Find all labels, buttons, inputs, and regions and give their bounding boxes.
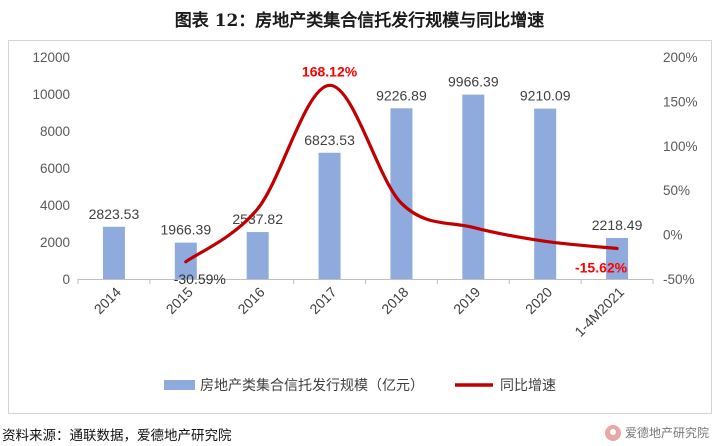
growth-value-label: 168.12% xyxy=(302,63,358,79)
growth-point xyxy=(328,84,331,87)
bar-value-label: 9210.09 xyxy=(520,88,571,104)
y-right-tick-label: 0% xyxy=(663,228,683,243)
y-left-tick-label: 4000 xyxy=(40,198,70,213)
y-right-tick-label: 200% xyxy=(663,50,698,65)
bar xyxy=(390,108,413,279)
chart-frame xyxy=(8,40,712,414)
x-tick-label: 2019 xyxy=(450,284,483,317)
bar xyxy=(318,152,341,279)
x-tick-label: 2014 xyxy=(91,284,124,317)
growth-point xyxy=(543,240,547,243)
chart-title: 图表 12：房地产类集合信托发行规模与同比增速 xyxy=(174,11,545,31)
y-right-tick-label: 50% xyxy=(663,183,690,198)
source-note: 资料来源：通联数据，爱德地产研究院 xyxy=(2,428,232,443)
y-left-tick-label: 6000 xyxy=(40,161,70,176)
x-tick-label: 2016 xyxy=(234,284,267,317)
bar xyxy=(462,94,485,279)
bar-value-label: 9226.89 xyxy=(376,87,427,103)
watermark: 爱德地产研究院 xyxy=(604,424,709,441)
bar-value-label: 2218.49 xyxy=(592,217,643,233)
bar xyxy=(102,226,125,279)
y-right-tick-label: 150% xyxy=(663,94,698,109)
bar-value-label: 6823.53 xyxy=(304,132,355,148)
growth-value-label: -30.59% xyxy=(174,271,226,287)
bar-value-label: 2823.53 xyxy=(89,206,140,222)
chart-svg: 0 2000 4000 6000 8000 10000 12000 -50% 0% 50% 100%… xyxy=(32,50,698,393)
y-right-tick-label: -50% xyxy=(663,272,695,287)
x-tick-label: 2015 xyxy=(163,284,196,317)
legend-bar-label: 房地产类集合信托发行规模（亿元） xyxy=(200,377,424,393)
y-left-tick-label: 10000 xyxy=(32,87,70,102)
y-right-tick-label: 100% xyxy=(663,139,698,154)
watermark-text: 爱德地产研究院 xyxy=(624,426,709,440)
x-tick-label: 2020 xyxy=(522,284,555,317)
bar xyxy=(534,108,557,279)
growth-point xyxy=(472,226,475,229)
y-left-tick-label: 12000 xyxy=(32,50,70,65)
x-tick-label: 2018 xyxy=(378,284,411,317)
legend-line-label: 同比增速 xyxy=(500,377,556,393)
brand-logo-icon xyxy=(604,424,621,441)
bar-value-label: 1966.39 xyxy=(161,222,212,238)
bar-value-label: 9966.39 xyxy=(448,74,499,90)
bar xyxy=(246,232,269,279)
y-left-tick-label: 2000 xyxy=(40,235,70,250)
legend-bar-swatch xyxy=(164,380,195,390)
growth-point xyxy=(184,260,188,263)
y-left-tick-label: 8000 xyxy=(40,124,70,139)
growth-value-label: -15.62% xyxy=(575,259,628,275)
growth-point xyxy=(400,202,403,205)
x-tick-label: 1-4M2021 xyxy=(571,284,627,340)
growth-point xyxy=(256,207,259,210)
growth-point xyxy=(615,247,619,250)
y-left-tick-label: 0 xyxy=(62,272,70,287)
x-tick-label: 2017 xyxy=(306,284,339,317)
